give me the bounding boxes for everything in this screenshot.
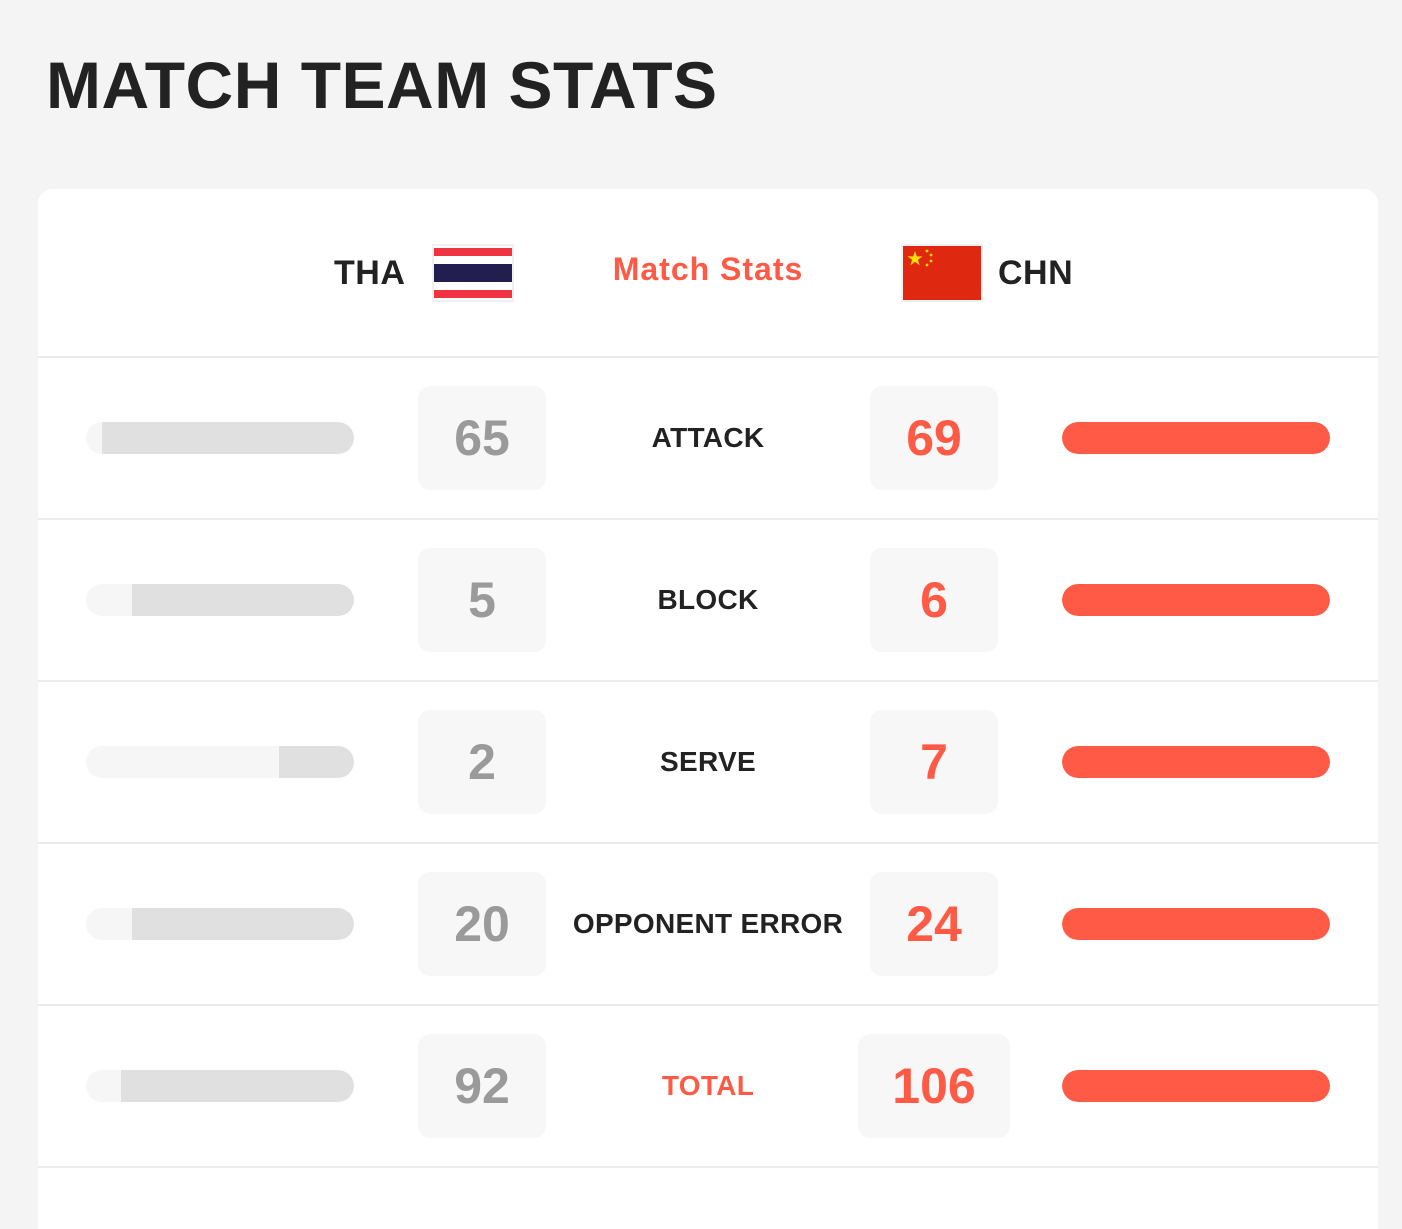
left-team-bar [86,584,354,616]
left-team-value: 20 [418,872,546,976]
left-team-bar [86,908,354,940]
left-team-value: 92 [418,1034,546,1138]
thailand-flag-icon [434,246,512,300]
stat-label: SERVE [660,746,756,777]
stat-row: 92 TOTAL 106 [38,1006,1378,1168]
right-team-value: 7 [870,710,998,814]
right-team-bar [1062,422,1330,454]
stat-label: ATTACK [651,422,765,453]
china-flag-icon [903,246,981,300]
right-team-bar [1062,746,1330,778]
stat-row: 5 BLOCK 6 [38,520,1378,682]
match-stats-heading: Match Stats [612,251,804,287]
left-team-bar-fill [102,422,354,454]
right-team-bar-fill [1062,584,1330,616]
stat-label: TOTAL [661,1070,755,1101]
team-right-code: CHN [998,254,1074,292]
stats-header: THA Match Stats CHN [38,189,1378,358]
right-team-value: 24 [870,872,998,976]
right-team-bar-fill [1062,746,1330,778]
team-left-code: THA [334,254,406,292]
stat-row: 65 ATTACK 69 [38,358,1378,520]
right-team-value: 6 [870,548,998,652]
left-team-value: 2 [418,710,546,814]
right-team-bar [1062,584,1330,616]
right-team-bar [1062,908,1330,940]
stat-row: 2 SERVE 7 [38,682,1378,844]
left-team-bar-fill [278,746,354,778]
right-team-bar-fill [1062,1070,1330,1102]
left-team-bar-fill [131,584,354,616]
left-team-bar-fill [131,908,354,940]
left-team-bar [86,1070,354,1102]
left-team-bar-fill [120,1070,354,1102]
right-team-value: 69 [870,386,998,490]
right-team-bar [1062,1070,1330,1102]
right-team-bar-fill [1062,422,1330,454]
left-team-bar [86,746,354,778]
page-title: MATCH TEAM STATS [46,48,718,122]
stat-label: BLOCK [657,584,759,615]
match-stats-card: THA Match Stats CHN 65 [38,189,1378,1229]
stat-row: 20 OPPONENT ERROR 24 [38,844,1378,1006]
stats-rows: 65 ATTACK 69 5 BLOCK 6 2 SERVE 7 20 OPPO… [38,358,1378,1168]
stat-label: OPPONENT ERROR [572,908,844,939]
left-team-value: 65 [418,386,546,490]
left-team-value: 5 [418,548,546,652]
right-team-bar-fill [1062,908,1330,940]
right-team-value: 106 [858,1034,1010,1138]
left-team-bar [86,422,354,454]
